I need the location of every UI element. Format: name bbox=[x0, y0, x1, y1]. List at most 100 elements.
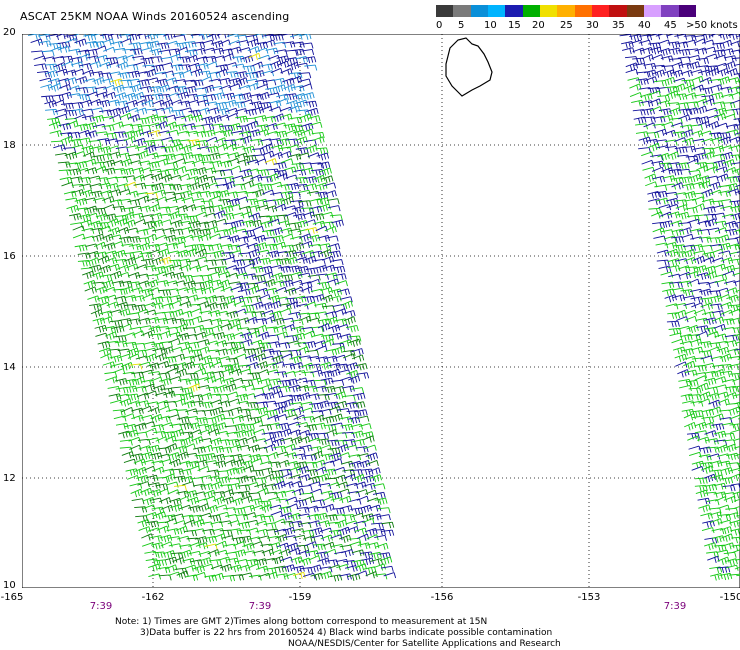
wind-barb bbox=[325, 235, 339, 242]
wind-barb bbox=[199, 437, 213, 445]
wind-barb bbox=[146, 520, 160, 528]
wind-barb bbox=[254, 158, 267, 165]
wind-barb bbox=[103, 91, 116, 100]
wind-barb bbox=[289, 355, 302, 364]
wind-barb bbox=[660, 271, 674, 278]
wind-barb bbox=[84, 86, 98, 93]
wind-barb bbox=[290, 480, 303, 488]
wind-barb bbox=[232, 259, 246, 267]
wind-barb bbox=[295, 56, 308, 63]
wind-barb bbox=[360, 551, 374, 559]
wind-barb bbox=[128, 243, 142, 251]
wind-barb bbox=[49, 83, 62, 92]
wind-barb bbox=[210, 85, 224, 92]
wind-barb bbox=[320, 211, 334, 218]
wind-barb bbox=[140, 94, 153, 102]
wind-barb bbox=[307, 234, 321, 243]
wind-barb bbox=[237, 327, 251, 334]
wind-barb bbox=[115, 218, 128, 227]
wind-barb bbox=[184, 48, 198, 57]
wind-barb bbox=[102, 195, 115, 204]
wind-barb bbox=[179, 549, 192, 558]
wind-barb bbox=[368, 513, 382, 521]
wind-barb bbox=[121, 451, 135, 459]
wind-barb bbox=[263, 522, 277, 529]
wind-barb bbox=[66, 204, 79, 213]
wind-barb bbox=[342, 353, 356, 360]
wind-barb bbox=[243, 273, 257, 280]
wind-barb bbox=[54, 108, 68, 115]
wind-barb bbox=[717, 504, 730, 511]
wind-barb bbox=[724, 280, 737, 287]
wind-barb bbox=[729, 519, 740, 528]
wind-barb bbox=[354, 481, 367, 489]
wind-barb bbox=[170, 109, 184, 117]
wind-barb bbox=[288, 105, 301, 113]
wind-barb bbox=[97, 341, 111, 349]
wind-barb bbox=[313, 459, 326, 467]
colorbar-label: >50 knots bbox=[686, 20, 738, 31]
wind-barb bbox=[31, 50, 44, 57]
wind-barb bbox=[674, 93, 688, 101]
colorbar-label: 45 bbox=[664, 20, 677, 31]
wind-barb bbox=[655, 34, 669, 39]
wind-barb bbox=[683, 355, 697, 363]
wind-barb bbox=[262, 236, 276, 243]
wind-barb bbox=[698, 236, 712, 243]
wind-barb bbox=[282, 41, 296, 48]
wind-barb bbox=[704, 271, 718, 280]
wind-barb bbox=[683, 413, 696, 421]
wind-barb bbox=[145, 274, 159, 281]
wind-barb bbox=[309, 564, 322, 573]
wind-barb bbox=[245, 401, 259, 409]
wind-barb bbox=[215, 384, 228, 393]
wind-barb bbox=[314, 265, 328, 273]
wind-barb bbox=[324, 348, 338, 356]
wind-barb bbox=[195, 459, 208, 467]
wind-barb bbox=[702, 520, 715, 528]
wind-barb bbox=[315, 551, 329, 559]
wind-barb bbox=[365, 571, 378, 579]
wind-barb bbox=[180, 34, 194, 39]
wind-barb bbox=[179, 144, 192, 153]
wind-barb bbox=[732, 378, 740, 382]
wind-barb bbox=[662, 288, 675, 296]
wind-barb bbox=[256, 169, 270, 176]
wind-barb bbox=[264, 158, 278, 166]
wind-barb bbox=[267, 218, 281, 225]
wind-barb bbox=[335, 363, 349, 371]
wind-barb bbox=[729, 205, 740, 213]
wind-barb bbox=[95, 131, 109, 138]
wind-barb bbox=[270, 390, 284, 398]
wind-barb bbox=[185, 452, 198, 459]
wind-barb bbox=[722, 159, 735, 168]
wind-barb bbox=[159, 219, 172, 226]
wind-barb bbox=[674, 302, 688, 310]
wind-barb bbox=[138, 445, 152, 453]
wind-barb bbox=[130, 488, 143, 498]
wind-barb bbox=[288, 228, 302, 235]
wind-barb bbox=[132, 330, 145, 337]
wind-barb bbox=[109, 309, 122, 316]
wind-barb bbox=[642, 108, 655, 116]
wind-barb bbox=[112, 84, 125, 93]
wind-barb bbox=[176, 91, 189, 100]
wind-barb bbox=[236, 282, 250, 290]
wind-barb bbox=[288, 512, 301, 521]
wind-barb bbox=[279, 113, 293, 121]
wind-barb bbox=[352, 392, 366, 401]
wind-barb bbox=[624, 56, 638, 63]
wind-barb bbox=[709, 511, 722, 519]
wind-barb bbox=[119, 398, 132, 407]
wind-barb bbox=[331, 219, 344, 228]
wind-barb bbox=[203, 176, 217, 183]
wind-barb bbox=[231, 574, 245, 581]
wind-barb bbox=[135, 228, 149, 236]
wind-barb bbox=[231, 175, 245, 182]
wind-barb bbox=[101, 124, 115, 132]
wind-barb bbox=[673, 244, 686, 252]
wind-barb bbox=[237, 484, 251, 491]
wind-barb bbox=[224, 226, 238, 236]
wind-barb bbox=[733, 73, 740, 80]
wind-barb bbox=[159, 378, 172, 386]
